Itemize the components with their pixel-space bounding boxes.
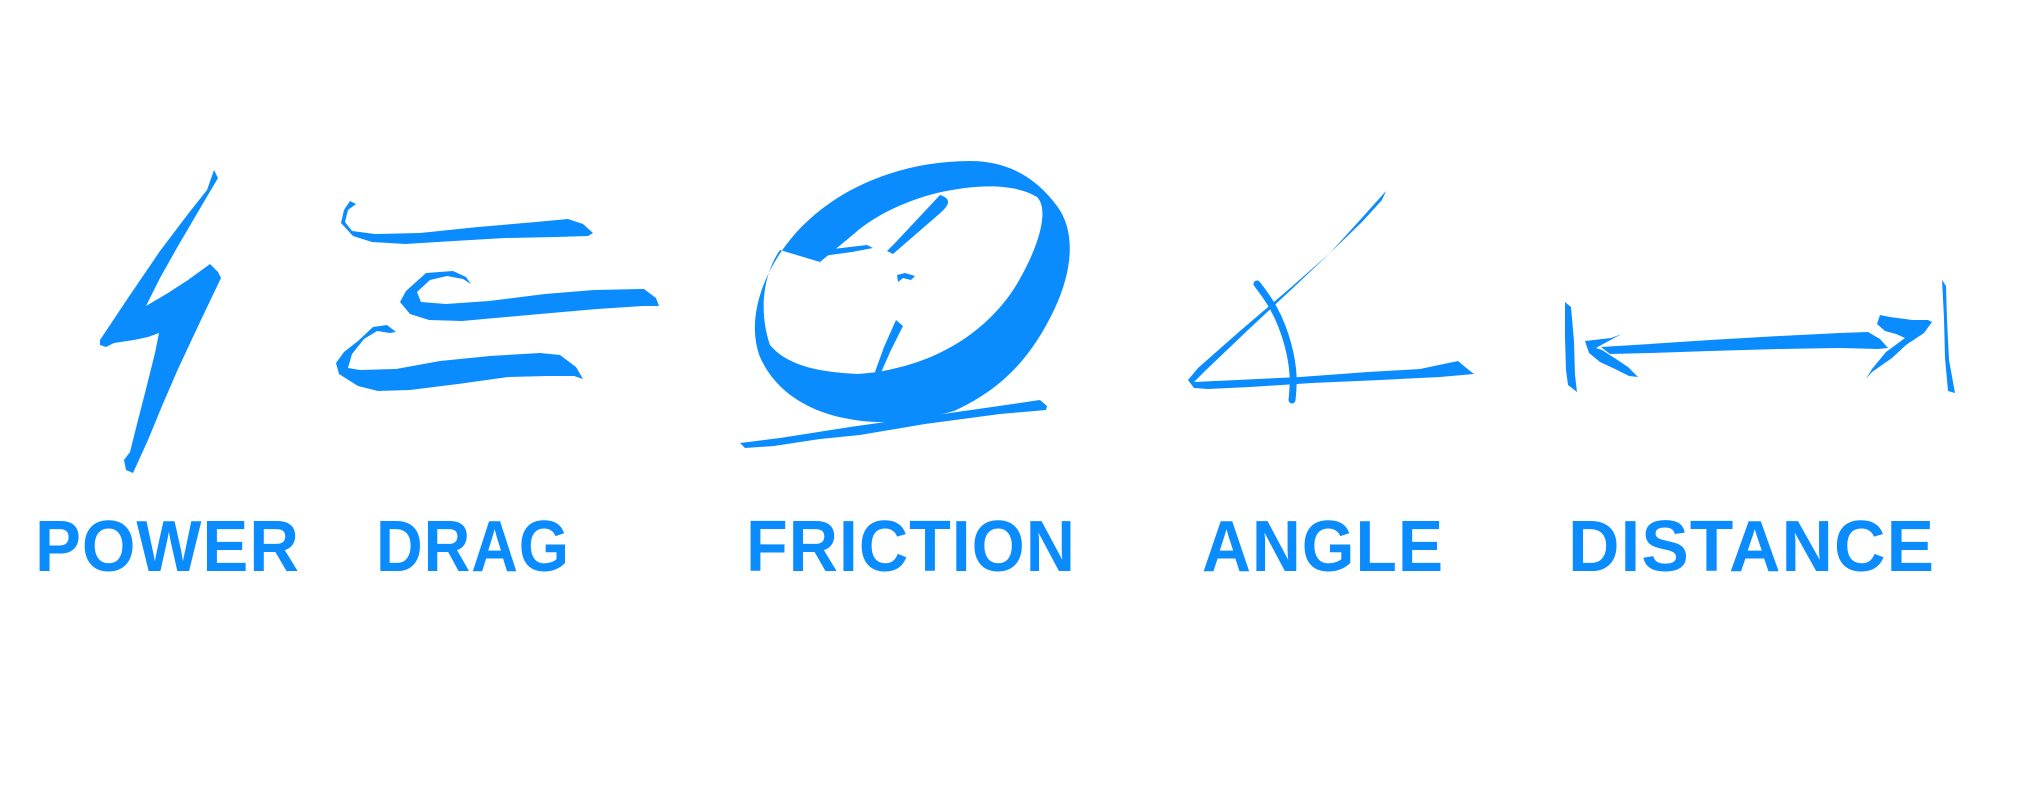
label-friction: FRICTION [746, 507, 1076, 587]
label-angle: ANGLE [1202, 507, 1444, 587]
label-distance: DISTANCE [1568, 507, 1935, 587]
lightning-bolt-icon [100, 170, 221, 473]
drag-lines-icon [336, 201, 659, 391]
label-drag: DRAG [376, 507, 570, 587]
distance-arrow-icon [1565, 280, 1955, 393]
friction-wheel-icon [740, 161, 1070, 448]
angle-icon [1188, 182, 1474, 404]
label-power: POWER [35, 507, 300, 587]
